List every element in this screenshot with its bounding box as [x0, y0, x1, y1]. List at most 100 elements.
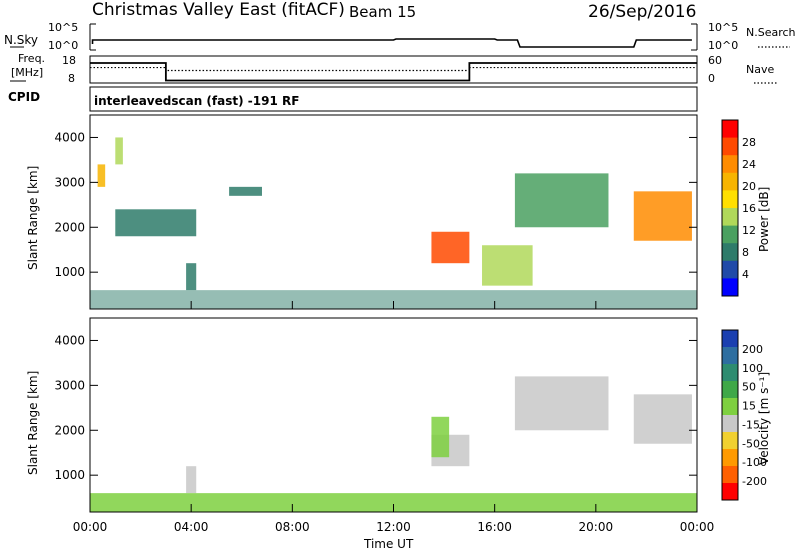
colorbar-segment — [722, 483, 738, 501]
freq-trace — [90, 62, 697, 82]
echo-region — [633, 191, 692, 241]
nsky-left-tick-bottom: 10^0 — [48, 39, 78, 52]
echo-region — [431, 231, 470, 264]
colorbar-tick-label: 28 — [742, 136, 756, 149]
colorbar-tick-label: -100 — [742, 456, 767, 469]
colorbar-frame — [721, 119, 739, 297]
echo-region — [514, 376, 609, 431]
colorbar-tick-label: 16 — [742, 202, 756, 215]
y-tick-label: 1000 — [54, 468, 85, 482]
colorbar-segment — [722, 278, 738, 297]
cpid-axis-box — [89, 86, 698, 112]
colorbar-tick-label: -50 — [742, 437, 760, 450]
x-tick-label: 12:00 — [376, 520, 411, 534]
colorbar-segment — [722, 432, 738, 450]
x-tick-label: 00:00 — [73, 520, 108, 534]
echo-region — [482, 245, 533, 286]
colorbar-segment — [722, 172, 738, 191]
nsky-label: N.Sky — [4, 33, 38, 47]
colorbar-segment — [722, 190, 738, 209]
echo-region — [431, 416, 450, 458]
colorbar-tick-label: 20 — [742, 180, 756, 193]
x-tick-label: 04:00 — [174, 520, 209, 534]
y-tick-label: 1000 — [54, 265, 85, 279]
echo-region — [115, 209, 197, 237]
y-tick-label: 2000 — [54, 220, 85, 234]
colorbar-segment — [722, 381, 738, 399]
y-tick-label: 3000 — [54, 175, 85, 189]
colorbar-segment — [722, 120, 738, 139]
echo-region — [186, 466, 197, 494]
echo-region — [90, 493, 697, 512]
power-colorbar: 28 24 20 16 12 8 4 — [721, 119, 756, 297]
beam-label: Beam 15 — [349, 3, 416, 21]
colorbar-segment — [722, 208, 738, 227]
power-echoes — [90, 137, 697, 309]
cpid-text: interleavedscan (fast) -191 RF — [94, 94, 299, 108]
y-tick-label: 4000 — [54, 130, 85, 144]
nsky-strip: N.Sky 10^5 10^0 10^5 10^0 N.Search — [4, 21, 796, 52]
colorbar-tick-label: 200 — [742, 343, 763, 356]
nsky-left-tick-top: 10^5 — [48, 21, 78, 34]
colorbar-segment — [722, 330, 738, 348]
date-label: 26/Sep/2016 — [588, 2, 696, 22]
y-tick-label: 2000 — [54, 423, 85, 437]
nave-tick-top: 60 — [708, 54, 722, 67]
power-y-ticks: 4000 3000 2000 1000 — [54, 130, 697, 279]
velocity-echoes — [90, 376, 697, 512]
x-tick-label: 20:00 — [579, 520, 614, 534]
colorbar-tick-label: 50 — [742, 381, 756, 394]
colorbar-segment — [722, 137, 738, 156]
freq-label-line1: Freq. — [18, 52, 45, 65]
colorbar-segment — [722, 415, 738, 433]
nave-trace — [90, 66, 697, 72]
colorbar-tick-label: 12 — [742, 224, 756, 237]
colorbar-tick-label: -15 — [742, 418, 760, 431]
colorbar-segment — [722, 347, 738, 365]
cpid-label: CPID — [8, 90, 40, 104]
y-tick-label: 4000 — [54, 333, 85, 347]
x-axis-label: Time UT — [363, 537, 414, 551]
colorbar-segment — [722, 225, 738, 244]
colorbar-tick-label: -200 — [742, 475, 767, 488]
x-axis-ticks: 00:00 04:00 08:00 12:00 16:00 20:00 00:00 — [73, 301, 715, 534]
freq-label-line2: [MHz] — [11, 66, 43, 79]
echo-region — [229, 186, 262, 196]
x-tick-label: 16:00 — [477, 520, 512, 534]
colorbar-segment — [722, 398, 738, 416]
colorbar-tick-label: 15 — [742, 400, 756, 413]
nsky-trace — [91, 38, 692, 48]
colorbar-segment — [722, 466, 738, 484]
freq-strip: Freq. [MHz] 18 8 60 0 Nave — [10, 52, 778, 85]
power-panel: 4000 3000 2000 1000 Slant Range [km] 28 24 20… — [26, 114, 771, 310]
colorbar-segment — [722, 243, 738, 262]
x-tick-label: 00:00 — [680, 520, 715, 534]
velocity-cbar-label: Velocity [m s⁻¹] — [757, 372, 771, 465]
colorbar-tick-label: 4 — [742, 268, 749, 281]
nave-tick-bottom: 0 — [708, 72, 715, 85]
nsearch-label: N.Search — [746, 26, 796, 39]
figure-title: Christmas Valley East (fitACF) — [92, 0, 345, 20]
colorbar-frame — [721, 329, 739, 501]
colorbar-tick-label: 8 — [742, 246, 749, 259]
velocity-colorbar: 200 100 50 15 -15 -50 -100 -200 — [721, 329, 767, 501]
echo-region — [633, 394, 692, 444]
echo-region — [97, 164, 106, 187]
x-tick-label: 08:00 — [275, 520, 310, 534]
ground-scatter-band — [90, 290, 697, 309]
velocity-panel: 4000 3000 2000 1000 Slant Range [km] 200 100… — [26, 317, 771, 513]
y-tick-label: 3000 — [54, 378, 85, 392]
power-ylabel: Slant Range [km] — [26, 166, 40, 270]
nsky-right-tick-bottom: 10^0 — [708, 39, 738, 52]
echo-region — [186, 263, 197, 291]
freq-tick-top: 18 — [62, 54, 76, 67]
colorbar-segment — [722, 260, 738, 279]
velocity-ylabel: Slant Range [km] — [26, 371, 40, 475]
velocity-y-ticks: 4000 3000 2000 1000 — [54, 333, 697, 482]
colorbar-segment — [722, 155, 738, 174]
nsky-axis — [89, 23, 698, 51]
cpid-strip: CPID interleavedscan (fast) -191 RF — [8, 86, 698, 112]
colorbar-tick-label: 100 — [742, 362, 763, 375]
power-cbar-label: Power [dB] — [757, 187, 771, 252]
